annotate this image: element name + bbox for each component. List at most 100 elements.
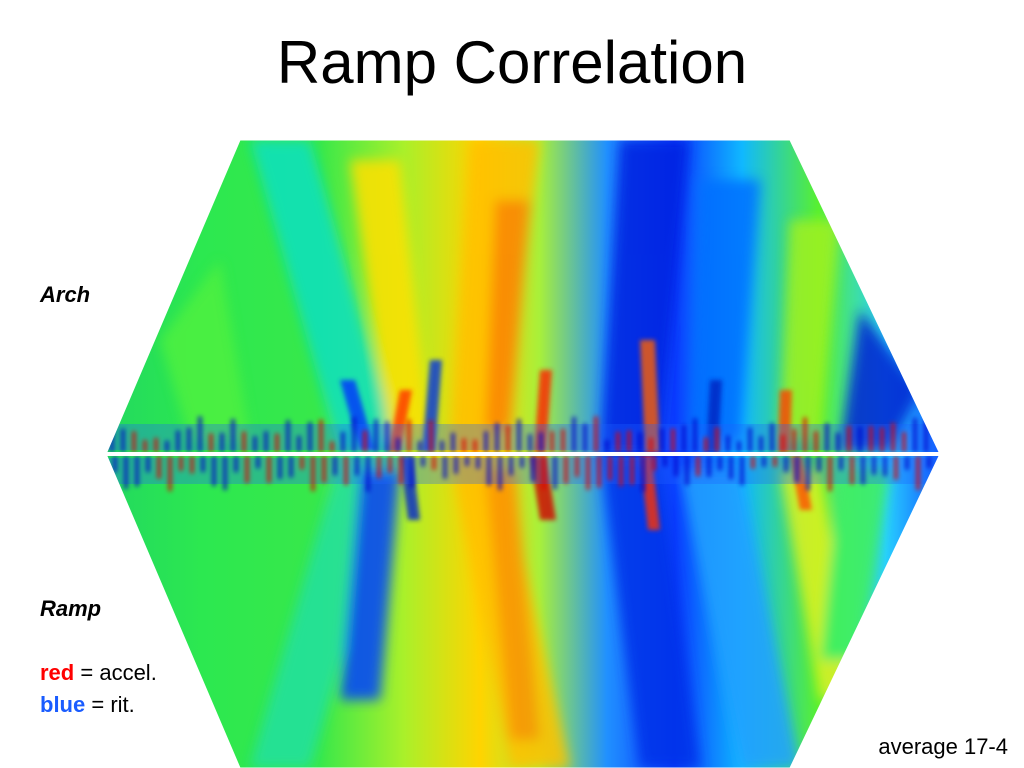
- ramp-streak: [278, 456, 282, 479]
- ramp-streak: [773, 456, 777, 467]
- ramp-streak: [399, 456, 403, 485]
- arch-streak: [627, 430, 631, 452]
- arch-streak: [429, 420, 433, 452]
- arch-streak: [770, 423, 774, 452]
- arch-streak: [132, 431, 136, 452]
- arch-streak: [319, 419, 323, 452]
- arch-streak: [220, 432, 224, 452]
- ramp-streak: [641, 456, 645, 492]
- ramp-streak: [487, 456, 491, 486]
- ramp-streak: [806, 456, 810, 491]
- arch-streak: [649, 437, 653, 452]
- ramp-streak: [575, 456, 579, 477]
- arch-streak: [693, 418, 697, 452]
- ramp-streak: [795, 456, 799, 483]
- arch-streak: [341, 431, 345, 452]
- legend-blue-text: = rit.: [91, 692, 135, 717]
- arch-streak: [154, 437, 158, 452]
- ramp-streak: [652, 456, 656, 471]
- arch-streak: [539, 432, 543, 452]
- ramp-streak: [289, 456, 293, 478]
- ramp-streak: [355, 456, 359, 476]
- arch-streak: [561, 429, 565, 452]
- footnote: average 17-4: [878, 734, 1008, 759]
- arch-streak: [814, 431, 818, 452]
- ramp-streak: [421, 456, 425, 467]
- arch-streak: [506, 425, 510, 452]
- legend-blue-key: blue: [40, 692, 86, 717]
- ramp-streak: [454, 456, 458, 474]
- arch-streak: [264, 431, 268, 452]
- arch-streak: [352, 417, 356, 452]
- page-title: Ramp Correlation: [276, 29, 748, 96]
- ramp-streak: [157, 456, 161, 479]
- ramp-streak: [168, 456, 172, 492]
- arch-streak: [440, 440, 444, 452]
- ramp-streak: [586, 456, 590, 490]
- arch-streak: [374, 419, 378, 452]
- ramp-streak: [498, 456, 502, 491]
- arch-streak: [550, 431, 554, 452]
- ramp-streak: [124, 456, 128, 489]
- arch-streak: [880, 427, 884, 452]
- arch-streak: [682, 424, 686, 452]
- ramp-streak: [828, 456, 832, 492]
- arch-streak: [275, 433, 279, 452]
- ramp-streak: [883, 456, 887, 477]
- ramp-streak: [751, 456, 755, 469]
- arch-streak: [748, 427, 752, 452]
- arch-streak: [330, 441, 334, 452]
- arch-streak: [297, 435, 301, 452]
- ramp-streak: [553, 456, 557, 490]
- ramp-streak: [630, 456, 634, 485]
- arch-streak: [396, 437, 400, 452]
- ramp-streak: [344, 456, 348, 486]
- ramp-streak: [465, 456, 469, 467]
- arch-streak: [286, 420, 290, 452]
- legend-red-entry: red = accel.: [40, 660, 157, 686]
- arch-streak: [242, 431, 246, 452]
- arch-streak: [484, 431, 488, 452]
- arch-streak: [704, 437, 708, 452]
- arch-streak: [605, 440, 609, 452]
- ramp-streak: [190, 456, 194, 474]
- ramp-streak: [476, 456, 480, 469]
- arch-streak: [528, 434, 532, 452]
- ramp-streak: [564, 456, 568, 484]
- arch-streak: [616, 431, 620, 452]
- ramp-streak: [696, 456, 700, 477]
- ramp-streak: [905, 456, 909, 470]
- ramp-streak: [872, 456, 876, 475]
- ramp-streak: [718, 456, 722, 471]
- ramp-streak: [388, 456, 392, 473]
- scape-hexagon: [106, 140, 940, 768]
- legend-red-key: red: [40, 660, 75, 685]
- arch-streak: [583, 423, 587, 452]
- arch-streak: [473, 439, 477, 452]
- ramp-streak: [146, 456, 150, 473]
- arch-streak: [231, 419, 235, 452]
- arch-streak: [187, 427, 191, 452]
- ramp-streak: [663, 456, 667, 467]
- legend-blue-entry: blue = rit.: [40, 692, 135, 718]
- ramp-streak: [542, 456, 546, 490]
- arch-streak: [891, 422, 895, 452]
- ramp-streak: [509, 456, 513, 476]
- arch-streak: [924, 419, 928, 452]
- ramp-streak: [784, 456, 788, 473]
- arch-streak: [847, 425, 851, 452]
- ramp-streak: [619, 456, 623, 487]
- ramp-streak: [817, 456, 821, 472]
- legend-red-text: = accel.: [80, 660, 157, 685]
- ramp-streak: [861, 456, 865, 485]
- correlation-scape-svg: [105, 140, 941, 768]
- ramp-streak: [366, 456, 370, 492]
- correlation-scape: [100, 140, 945, 768]
- arch-streak: [363, 430, 367, 452]
- arch-streak: [792, 429, 796, 452]
- arch-streak: [594, 416, 598, 452]
- arch-streak: [253, 436, 257, 452]
- ramp-streak: [674, 456, 678, 477]
- arch-streak: [517, 419, 521, 452]
- arch-streak: [198, 416, 202, 452]
